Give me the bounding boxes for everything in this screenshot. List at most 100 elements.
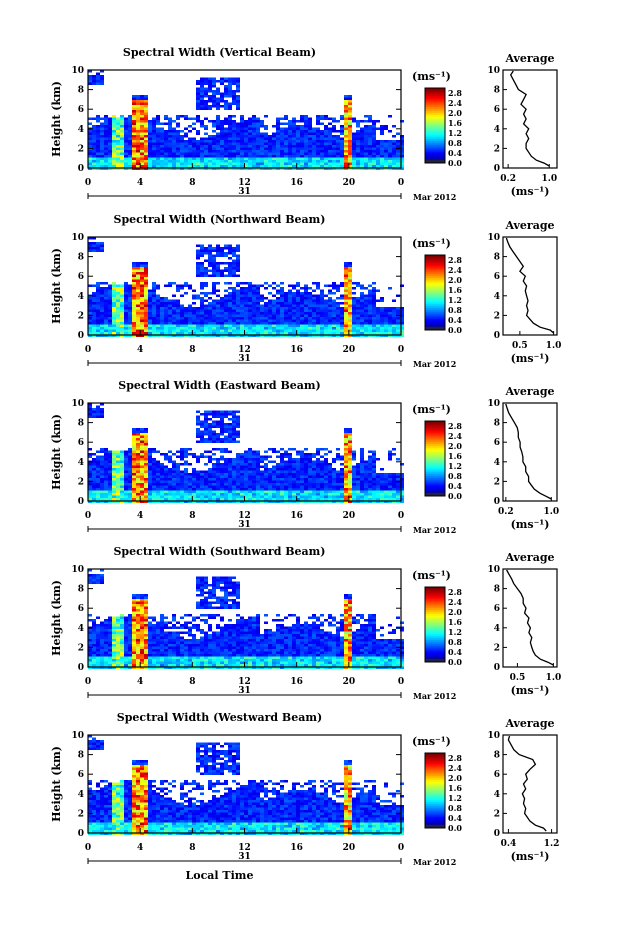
heatmap-cell: [280, 490, 284, 493]
heatmap-cell: [112, 125, 116, 128]
heatmap-cell: [144, 498, 148, 501]
heatmap-cell: [328, 142, 332, 145]
heatmap-cell: [212, 267, 216, 270]
heatmap-cell: [312, 312, 316, 315]
heatmap-cell: [288, 307, 292, 310]
heatmap-cell: [200, 252, 204, 255]
heatmap-cell: [200, 324, 204, 327]
heatmap-cell: [184, 463, 188, 466]
heatmap-cell: [216, 458, 220, 461]
heatmap-cell: [308, 483, 312, 486]
heatmap-cell: [148, 307, 152, 310]
heatmap-cell: [356, 130, 360, 133]
heatmap-cell: [144, 150, 148, 153]
heatmap-cell: [132, 473, 136, 476]
heatmap-cell: [204, 284, 208, 287]
heatmap-cell: [240, 117, 244, 120]
heatmap-cell: [124, 160, 128, 163]
heatmap-cell: [168, 127, 172, 130]
heatmap-cell: [88, 137, 92, 140]
heatmap-cell: [256, 289, 260, 292]
heatmap-cell: [196, 165, 200, 168]
heatmap-cell: [180, 145, 184, 148]
heatmap-cell: [240, 312, 244, 315]
heatmap-cell: [132, 289, 136, 292]
heatmap-cell: [360, 329, 364, 332]
heatmap-cell: [104, 167, 108, 170]
heatmap-cell: [344, 125, 348, 128]
heatmap-cell: [172, 152, 176, 155]
heatmap-cell: [144, 284, 148, 287]
heatmap-cell: [200, 95, 204, 98]
heatmap-cell: [312, 127, 316, 130]
heatmap-cell: [120, 152, 124, 155]
heatmap-cell: [176, 312, 180, 315]
heatmap-cell: [236, 247, 240, 250]
heatmap-cell: [148, 302, 152, 305]
heatmap-cell: [168, 317, 172, 320]
heatmap-cell: [116, 292, 120, 295]
heatmap-cell: [232, 488, 236, 491]
heatmap-cell: [208, 292, 212, 295]
heatmap-cell: [260, 500, 264, 503]
heatmap-cell: [328, 157, 332, 160]
heatmap-cell: [188, 493, 192, 496]
colorbar-swatch: [425, 159, 445, 162]
heatmap-cell: [268, 332, 272, 335]
heatmap-cell: [304, 458, 308, 461]
heatmap-cell: [340, 478, 344, 481]
heatmap-cell: [224, 327, 228, 330]
heatmap-cell: [332, 302, 336, 305]
heatmap-cell: [172, 334, 176, 337]
heatmap-cell: [292, 314, 296, 317]
colorbar-swatch: [425, 97, 445, 100]
heatmap-cell: [140, 282, 144, 285]
heatmap-cell: [224, 294, 228, 297]
heatmap-cell: [168, 478, 172, 481]
colorbar-swatch: [425, 281, 445, 284]
heatmap-cell: [152, 470, 156, 473]
colorbar-swatch: [425, 161, 445, 164]
heatmap-cell: [228, 150, 232, 153]
heatmap-cell: [308, 485, 312, 488]
heatmap-cell: [140, 455, 144, 458]
heatmap-cell: [388, 334, 392, 337]
heatmap-cell: [344, 299, 348, 302]
heatmap-cell: [292, 165, 296, 168]
heatmap-cell: [248, 117, 252, 120]
heatmap-cell: [264, 135, 268, 138]
heatmap-cell: [124, 289, 128, 292]
heatmap-cell: [348, 317, 352, 320]
heatmap-cell: [124, 297, 128, 300]
heatmap-cell: [236, 137, 240, 140]
heatmap-cell: [208, 460, 212, 463]
heatmap-cell: [100, 292, 104, 295]
heatmap-cell: [112, 299, 116, 302]
heatmap-cell: [392, 152, 396, 155]
heatmap-cell: [380, 319, 384, 322]
heatmap-cell: [336, 324, 340, 327]
heatmap-cell: [220, 410, 224, 413]
heatmap-cell: [152, 468, 156, 471]
heatmap-cell: [236, 410, 240, 413]
heatmap-cell: [248, 284, 252, 287]
avg-y-tick-label: 2: [494, 144, 500, 154]
heatmap-cell: [352, 135, 356, 138]
heatmap-cell: [204, 137, 208, 140]
heatmap-cell: [332, 160, 336, 163]
heatmap-cell: [116, 488, 120, 491]
heatmap-cell: [356, 160, 360, 163]
heatmap-cell: [304, 130, 308, 133]
colorbar-tick-label: 2.4: [448, 265, 462, 275]
colorbar-swatch: [425, 307, 445, 310]
colorbar-swatch: [425, 101, 445, 104]
heatmap-cell: [264, 152, 268, 155]
heatmap-cell: [280, 468, 284, 471]
heatmap-cell: [128, 488, 132, 491]
heatmap-cell: [208, 322, 212, 325]
heatmap-cell: [252, 453, 256, 456]
heatmap-cell: [308, 292, 312, 295]
heatmap-cell: [136, 157, 140, 160]
heatmap-cell: [248, 478, 252, 481]
